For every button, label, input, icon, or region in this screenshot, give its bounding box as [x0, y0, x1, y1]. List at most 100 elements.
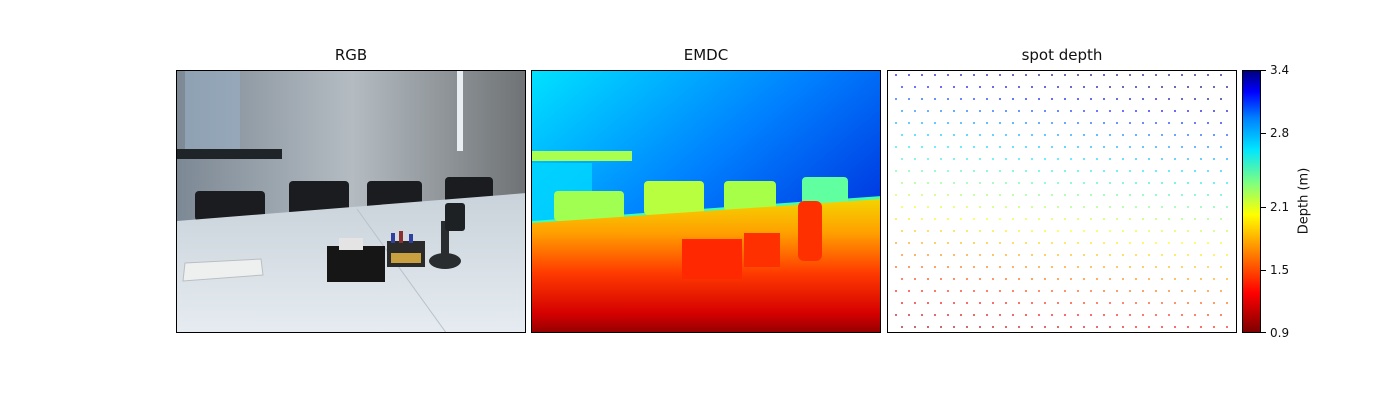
spot-point — [1129, 122, 1131, 124]
spot-point — [1038, 122, 1040, 124]
spot-point — [908, 290, 910, 292]
emdc-depth-map — [532, 71, 880, 332]
spot-point — [986, 122, 988, 124]
spot-point — [921, 290, 923, 292]
spot-point — [1064, 194, 1066, 196]
spot-point — [1116, 218, 1118, 220]
spot-point — [1077, 194, 1079, 196]
spot-point — [1077, 218, 1079, 220]
spot-point — [1090, 218, 1092, 220]
spot-point — [1174, 158, 1176, 160]
spot-point — [986, 98, 988, 100]
spot-point — [1044, 182, 1046, 184]
spot-point — [1187, 182, 1189, 184]
spot-point — [1213, 254, 1215, 256]
spot-point — [1083, 86, 1085, 88]
spot-point — [1168, 290, 1170, 292]
spot-point — [1161, 230, 1163, 232]
spot-point — [953, 110, 955, 112]
spot-point — [1194, 266, 1196, 268]
spot-point — [979, 254, 981, 256]
spot-point — [1129, 74, 1131, 76]
spot-point — [1044, 86, 1046, 88]
spot-point — [1103, 194, 1105, 196]
spot-point — [1103, 266, 1105, 268]
spot-point — [934, 98, 936, 100]
colorbar-tick-label: 0.9 — [1270, 326, 1290, 340]
spot-point — [1116, 74, 1118, 76]
spot-point — [1200, 134, 1202, 136]
spot-point — [960, 122, 962, 124]
spot-point — [921, 170, 923, 172]
spot-point — [1012, 122, 1014, 124]
spot-point — [1038, 74, 1040, 76]
colorbar-tick — [1261, 269, 1266, 271]
spot-point — [1051, 146, 1053, 148]
spot-point — [940, 254, 942, 256]
spot-point — [1038, 290, 1040, 292]
spot-point — [1226, 134, 1228, 136]
spot-point — [927, 182, 929, 184]
spot-point — [1181, 242, 1183, 244]
spot-point — [1090, 122, 1092, 124]
spot-point — [914, 158, 916, 160]
spot-point — [1174, 134, 1176, 136]
spot-point — [1135, 206, 1137, 208]
spot-point — [921, 314, 923, 316]
spot-point — [992, 110, 994, 112]
spot-point — [895, 122, 897, 124]
spot-point — [1207, 290, 1209, 292]
spot-point — [1096, 230, 1098, 232]
spot-point — [1064, 170, 1066, 172]
spot-point — [1070, 206, 1072, 208]
spot-point — [1122, 206, 1124, 208]
spot-point — [1148, 254, 1150, 256]
spot-point — [1012, 266, 1014, 268]
spot-point — [1161, 158, 1163, 160]
spot-point — [1096, 158, 1098, 160]
spot-point — [1044, 110, 1046, 112]
rgb-panel — [176, 70, 526, 333]
colorbar-tick-label: 1.5 — [1270, 262, 1290, 277]
spot-point — [1213, 206, 1215, 208]
spot-point — [1025, 98, 1027, 100]
spot-point — [986, 74, 988, 76]
spot-point — [1194, 290, 1196, 292]
spot-point — [1044, 278, 1046, 280]
chairs — [195, 191, 265, 221]
spot-point — [999, 74, 1001, 76]
spot-point — [979, 182, 981, 184]
spot-point — [979, 278, 981, 280]
spot-point — [986, 266, 988, 268]
spot-point — [1025, 74, 1027, 76]
spot-point — [1018, 206, 1020, 208]
spot-point — [992, 302, 994, 304]
spot-point — [1083, 326, 1085, 328]
spot-point — [1038, 194, 1040, 196]
spot-point — [966, 326, 968, 328]
spot-point — [1103, 218, 1105, 220]
spot-point — [934, 146, 936, 148]
spot-point — [934, 218, 936, 220]
spot-point — [1129, 242, 1131, 244]
colorbar-tick-label: 3.4 — [1270, 63, 1290, 77]
spot-point — [1181, 98, 1183, 100]
spot-point — [1226, 86, 1228, 88]
spot-point — [1083, 254, 1085, 256]
spot-point — [986, 218, 988, 220]
spot-point — [1103, 74, 1105, 76]
spot-point — [960, 218, 962, 220]
spot-point — [973, 98, 975, 100]
spot-point — [1018, 134, 1020, 136]
spot-point — [973, 146, 975, 148]
spot-point — [1031, 134, 1033, 136]
spot-point — [1025, 290, 1027, 292]
spot-point — [1096, 254, 1098, 256]
spot-point — [979, 134, 981, 136]
spot-point — [1135, 134, 1137, 136]
spot-point — [908, 122, 910, 124]
spot-point — [1005, 182, 1007, 184]
spot-point — [1077, 314, 1079, 316]
spot-point — [1038, 314, 1040, 316]
spot-point — [1135, 182, 1137, 184]
